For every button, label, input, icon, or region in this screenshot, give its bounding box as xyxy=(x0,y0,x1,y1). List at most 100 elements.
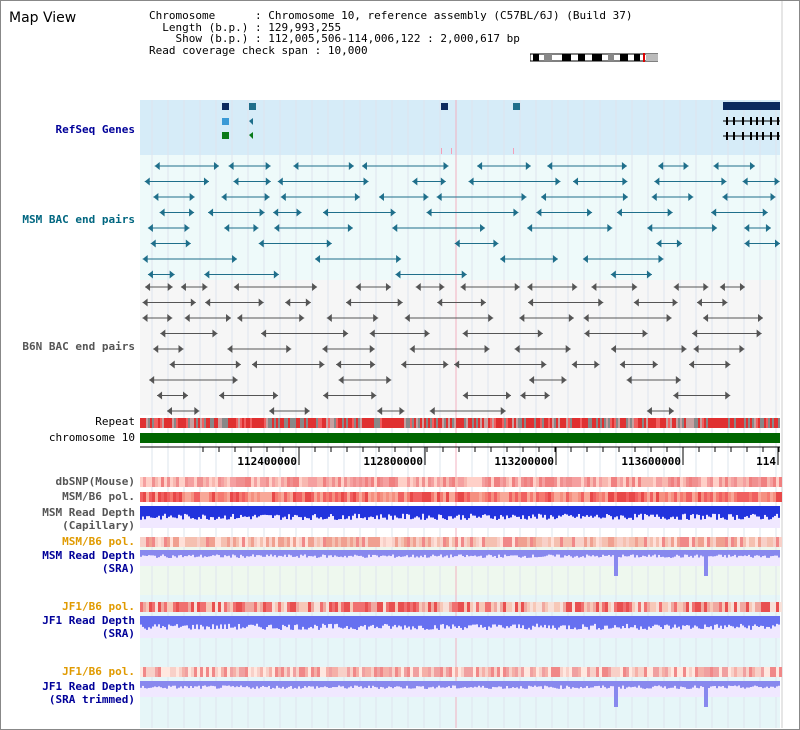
jf1-b6-pol-cell xyxy=(602,602,605,612)
track-label-msm-bac[interactable]: MSM BAC end pairs xyxy=(22,213,135,226)
jf1-sra-depth-bar xyxy=(700,616,702,629)
msm-capillary-depth-bar xyxy=(706,506,708,515)
track-label-msm-depth-capillary[interactable]: MSM Read Depth xyxy=(42,506,135,519)
jf1-b6-pol-cell xyxy=(320,602,323,612)
msm-sra-depth-bar xyxy=(448,550,450,558)
track-label-msm-depth-sra[interactable]: MSM Read Depth xyxy=(42,549,135,562)
jf1-trimmed-depth-bar xyxy=(628,681,630,687)
jf1-trimmed-depth-bar xyxy=(236,681,238,687)
b6n-bac-pair xyxy=(355,283,361,291)
msm-capillary-depth-bar xyxy=(526,506,528,520)
msm-sra-depth-bar xyxy=(454,550,456,557)
msm-b6-pol-cell xyxy=(284,492,287,502)
dbsnp-cell xyxy=(530,477,533,487)
msm-capillary-depth-bar xyxy=(182,506,184,520)
msm-sra-depth-bar xyxy=(504,550,506,555)
jf1-b6-pol-cell xyxy=(284,602,287,612)
jf1-sra-depth-bar xyxy=(222,616,224,629)
jf1-b6-pol-cell xyxy=(464,602,467,612)
msm-b6-pol-cell xyxy=(701,492,704,502)
msm-sra-depth-bar xyxy=(638,550,640,558)
msm-bac-pair xyxy=(651,193,657,201)
jf1-b6-pol-cell xyxy=(251,667,254,677)
dbsnp-cell xyxy=(425,477,428,487)
jf1-trimmed-depth-bar xyxy=(478,681,480,686)
track-label-jf1-depth-trimmed[interactable]: JF1 Read Depth xyxy=(42,680,135,693)
jf1-b6-pol-cell xyxy=(620,667,623,677)
msm-b6-pol-cell xyxy=(218,492,221,502)
jf1-b6-pol-cell xyxy=(605,602,608,612)
jf1-b6-pol-cell xyxy=(281,667,284,677)
dbsnp-cell xyxy=(251,477,254,487)
track-label-dbsnp[interactable]: dbSNP(Mouse) xyxy=(55,475,135,488)
jf1-sra-depth-bar xyxy=(692,616,694,628)
jf1-trimmed-depth-bar xyxy=(708,681,710,689)
msm-sra-depth-bar xyxy=(324,550,326,556)
repeat-segment xyxy=(288,418,290,428)
msm-capillary-depth-bar xyxy=(388,506,390,515)
b6n-bac-pair xyxy=(739,345,745,353)
msm-capillary-depth-bar xyxy=(714,506,716,514)
jf1-sra-depth-bar xyxy=(306,616,308,630)
b6n-bac-pair xyxy=(689,360,695,369)
dbsnp-cell xyxy=(716,477,719,487)
msm-capillary-depth-bar xyxy=(224,506,226,516)
jf1-b6-pol-cell xyxy=(485,667,488,677)
repeat-segment xyxy=(732,418,734,428)
dbsnp-cell xyxy=(299,477,302,487)
track-label-jf1-b6-pol-1[interactable]: JF1/B6 pol. xyxy=(62,600,135,613)
jf1-trimmed-depth-bar xyxy=(756,681,758,687)
track-label-b6n-bac[interactable]: B6N BAC end pairs xyxy=(22,340,135,353)
jf1-sra-depth-bar xyxy=(512,616,514,625)
msm-capillary-depth-bar xyxy=(692,506,694,515)
msm-b6-pol-cell xyxy=(395,492,398,502)
jf1-b6-pol-cell xyxy=(665,602,668,612)
gene-feature xyxy=(726,132,728,140)
jf1-sra-depth-bar xyxy=(688,616,690,626)
jf1-trimmed-depth-bar xyxy=(764,681,766,688)
jf1-b6-pol-cell xyxy=(563,602,566,612)
msm-b6-pol-cell xyxy=(293,537,296,547)
jf1-b6-pol-cell xyxy=(545,602,548,612)
dbsnp-cell xyxy=(491,477,494,487)
ruler-tick-label: 112400000 xyxy=(237,455,297,468)
chromosome-ideogram[interactable] xyxy=(530,53,658,62)
track-label-refseq-genes[interactable]: RefSeq Genes xyxy=(55,123,135,136)
jf1-trimmed-depth-bar xyxy=(428,681,430,688)
msm-b6-pol-cell xyxy=(365,537,368,547)
gene-feature xyxy=(770,117,772,125)
msm-sra-depth-bar xyxy=(338,550,340,557)
jf1-trimmed-depth-bar xyxy=(414,681,416,689)
jf1-b6-pol-cell xyxy=(707,602,710,612)
msm-b6-pol-cell xyxy=(656,537,659,547)
msm-capillary-depth-bar xyxy=(656,506,658,515)
track-label-jf1-depth-sra[interactable]: JF1 Read Depth xyxy=(42,614,135,627)
dbsnp-cell xyxy=(593,477,596,487)
repeat-segment xyxy=(674,418,676,428)
track-label-msm-b6-pol-2[interactable]: MSM/B6 pol. xyxy=(62,535,135,548)
msm-b6-pol-cell xyxy=(320,492,323,502)
msm-b6-pol-cell xyxy=(182,537,185,547)
jf1-trimmed-depth-bar xyxy=(444,681,446,688)
dbsnp-cell xyxy=(164,477,167,487)
msm-b6-pol-cell xyxy=(506,492,509,502)
msm-b6-pol-cell xyxy=(152,492,155,502)
jf1-sra-depth-bar xyxy=(368,616,370,627)
jf1-sra-depth-bar xyxy=(650,616,652,628)
dbsnp-cell xyxy=(623,477,626,487)
length-value: 129,993,255 xyxy=(268,20,342,34)
msm-sra-depth-bar xyxy=(500,550,502,557)
repeat-segment xyxy=(710,418,712,428)
track-label-jf1-b6-pol-2[interactable]: JF1/B6 pol. xyxy=(62,665,135,678)
track-label-msm-b6-pol-1[interactable]: MSM/B6 pol. xyxy=(62,490,135,503)
msm-bac-pair xyxy=(280,193,286,201)
msm-b6-pol-cell xyxy=(719,537,722,547)
b6n-bac-pair xyxy=(725,360,731,369)
msm-sra-depth-bar xyxy=(206,550,208,557)
msm-b6-pol-cell xyxy=(191,492,194,502)
msm-sra-depth-bar xyxy=(696,550,698,555)
msm-capillary-depth-bar xyxy=(468,506,470,519)
gene-feature xyxy=(222,132,229,139)
dbsnp-cell xyxy=(755,477,758,487)
